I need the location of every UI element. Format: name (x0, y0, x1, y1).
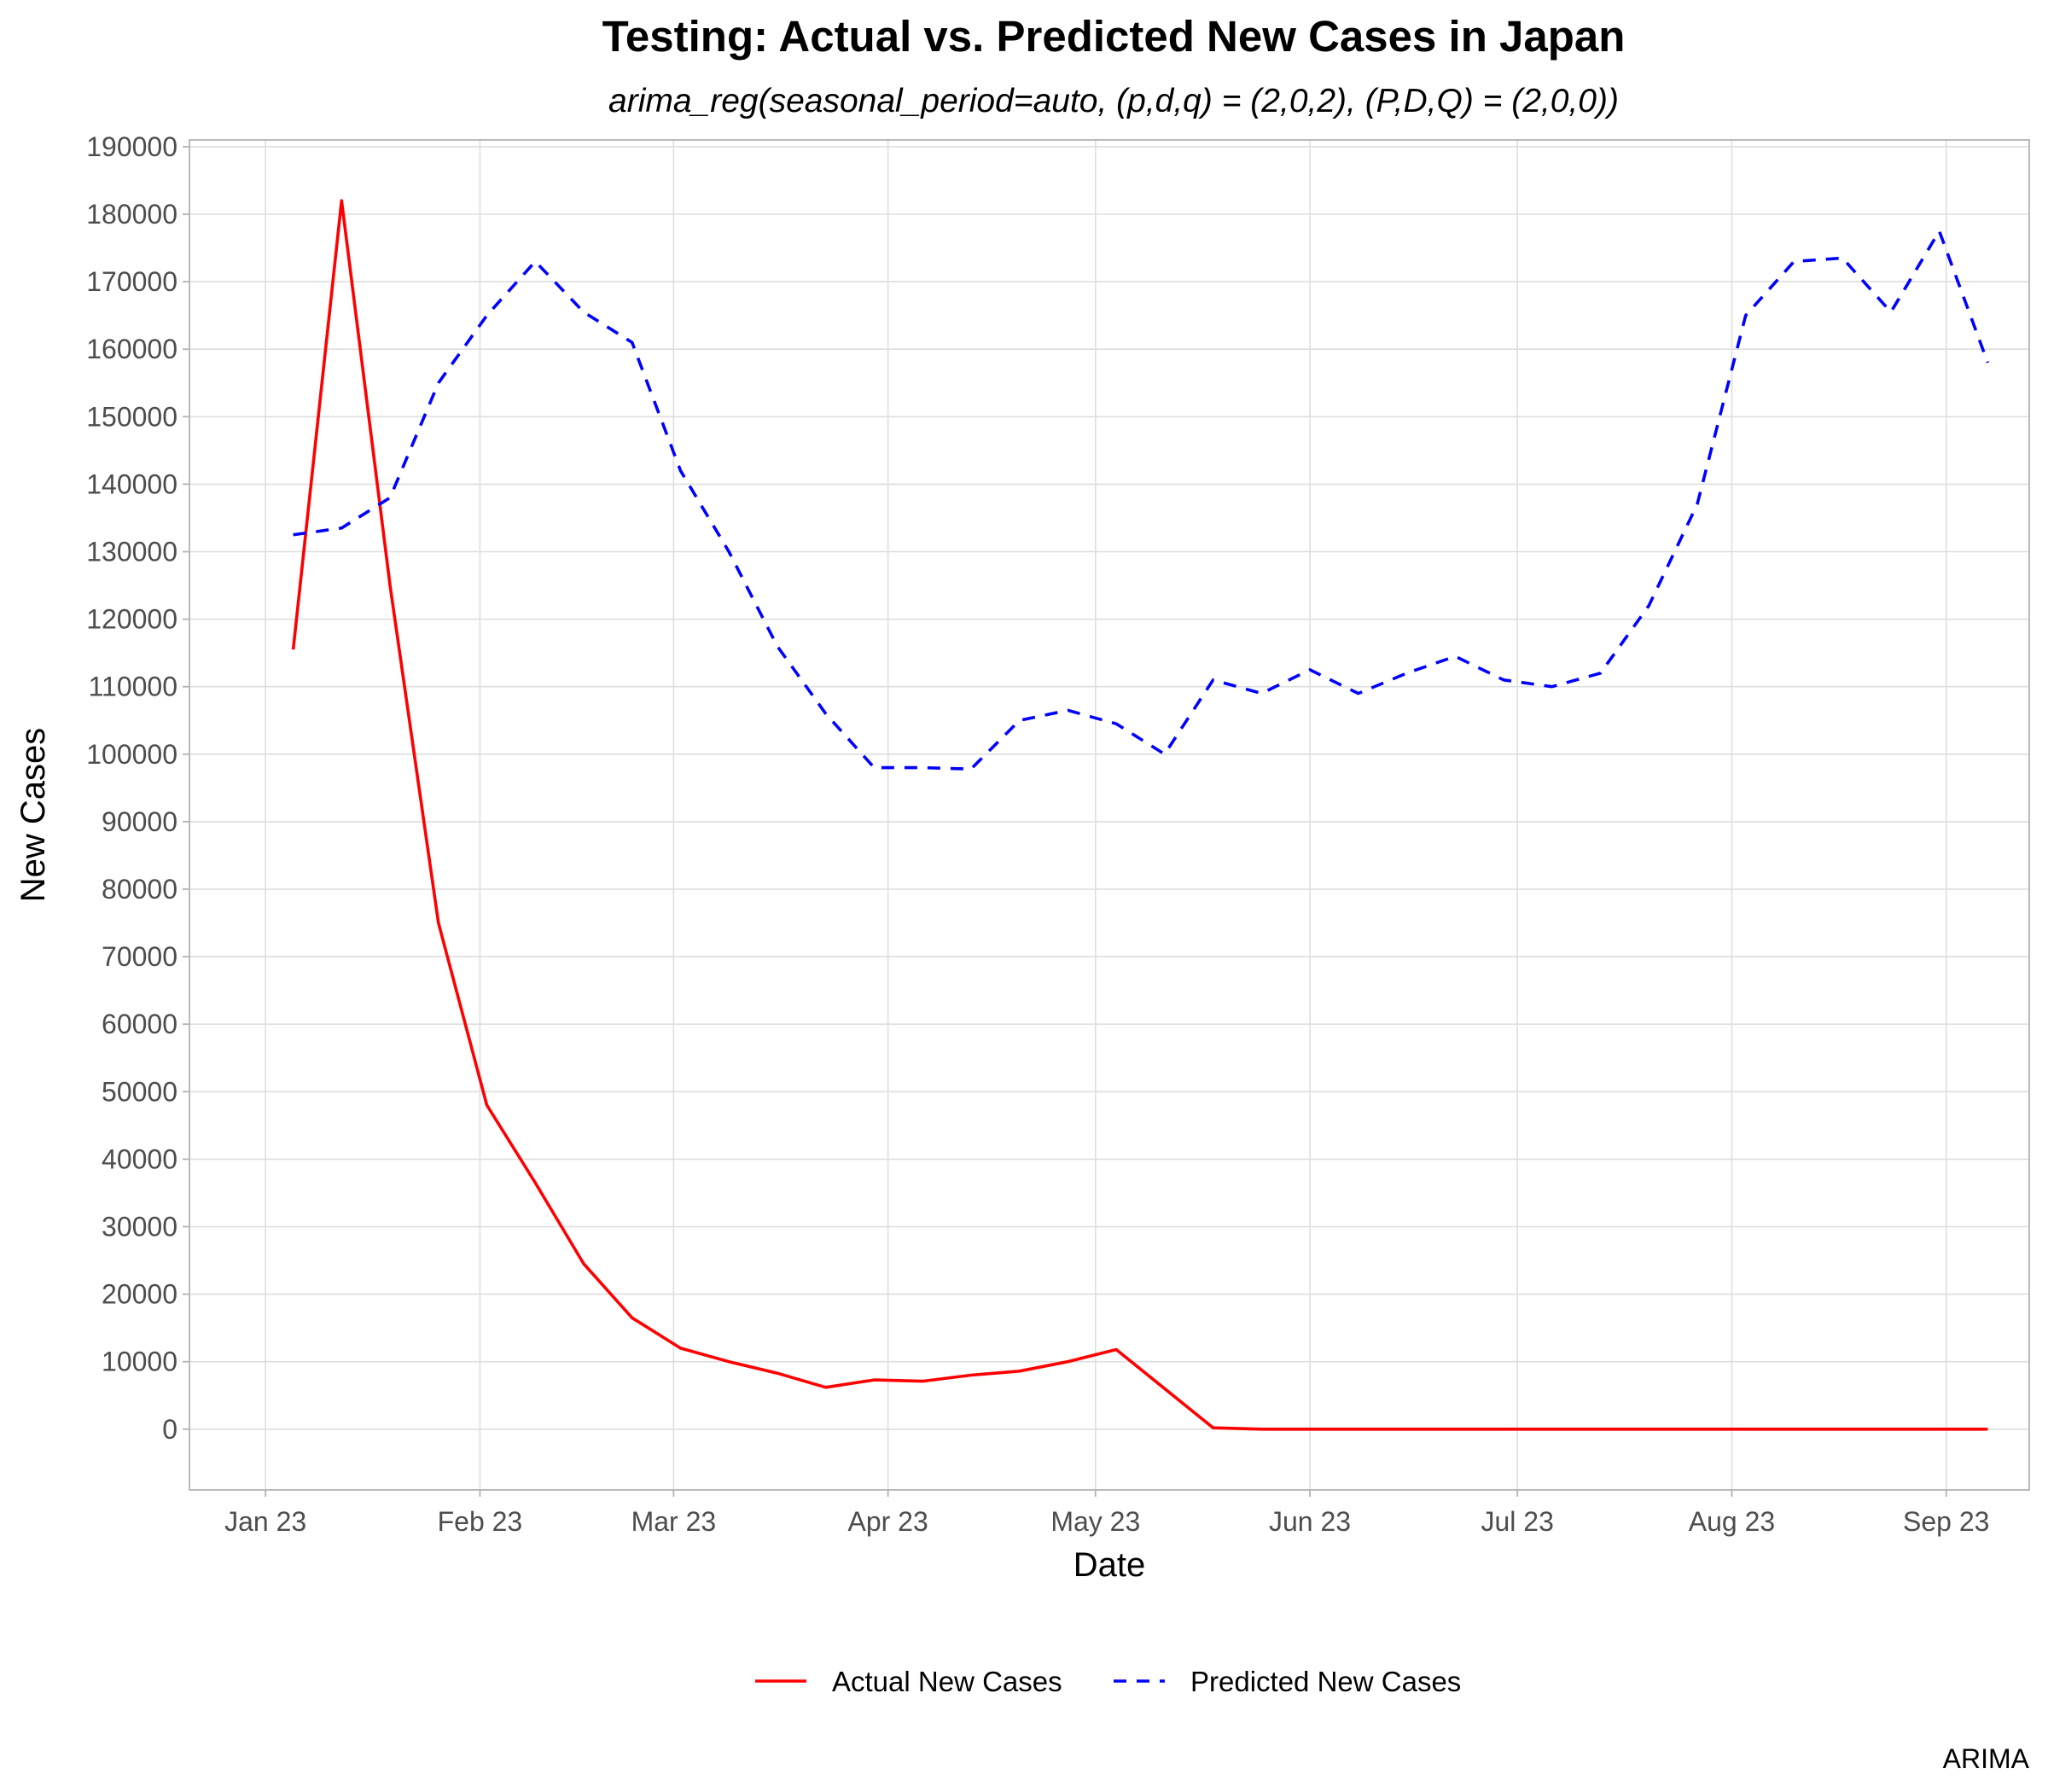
x-tick-label: Feb 23 (438, 1506, 523, 1537)
y-tick-label: 170000 (86, 266, 177, 297)
y-tick-label: 150000 (86, 401, 177, 432)
legend: Actual New Cases Predicted New Cases (755, 1666, 1461, 1697)
x-tick-label: Jul 23 (1481, 1506, 1554, 1537)
y-tick-label: 120000 (86, 604, 177, 635)
x-axis-title: Date (1073, 1546, 1146, 1584)
chart-subtitle: arima_reg(seasonal_period=auto, (p,d,q) … (608, 83, 1619, 119)
y-tick-label: 70000 (102, 941, 177, 972)
y-tick-label: 160000 (86, 334, 177, 364)
y-tick-label: 190000 (86, 131, 177, 162)
y-tick-label: 40000 (102, 1143, 177, 1174)
y-axis-title: New Cases (15, 728, 52, 903)
x-tick-label: May 23 (1050, 1506, 1140, 1537)
y-tick-label: 110000 (89, 672, 177, 702)
chart-title: Testing: Actual vs. Predicted New Cases … (602, 12, 1626, 61)
y-tick-label: 80000 (102, 874, 177, 905)
legend-label-predicted: Predicted New Cases (1190, 1666, 1461, 1697)
series-lines (291, 199, 1990, 1431)
y-tick-label: 20000 (102, 1279, 177, 1310)
y-tick-label: 130000 (86, 537, 177, 567)
x-axis: Jan 23 Feb 23 Mar 23 Apr 23 May 23 Jun 23 Jul … (224, 1490, 1989, 1537)
legend-label-actual: Actual New Cases (832, 1666, 1062, 1697)
x-tick-label: Jun 23 (1269, 1506, 1351, 1537)
y-tick-label: 60000 (102, 1009, 177, 1039)
x-tick-label: Jan 23 (224, 1506, 306, 1537)
grid-lines (189, 140, 2029, 1490)
y-tick-label: 50000 (102, 1076, 177, 1107)
y-tick-label: 10000 (102, 1347, 177, 1377)
x-tick-label: Apr 23 (847, 1506, 928, 1537)
y-axis: 0 10000 20000 30000 40000 50000 60000 70000 8000… (86, 131, 189, 1445)
x-tick-label: Mar 23 (631, 1506, 717, 1537)
caption: ARIMA (1943, 1743, 2030, 1774)
x-tick-label: Aug 23 (1689, 1506, 1775, 1537)
y-tick-label: 180000 (86, 199, 177, 230)
plot-panel (189, 139, 2030, 1491)
y-tick-label: 90000 (102, 806, 177, 837)
y-tick-label: 100000 (86, 739, 177, 770)
x-tick-label: Sep 23 (1903, 1506, 1989, 1537)
y-tick-label: 30000 (102, 1212, 177, 1242)
series-line-predicted (293, 229, 1990, 771)
y-tick-label: 0 (162, 1414, 177, 1445)
y-tick-label: 140000 (86, 468, 177, 499)
series-line-actual (291, 199, 1988, 1431)
